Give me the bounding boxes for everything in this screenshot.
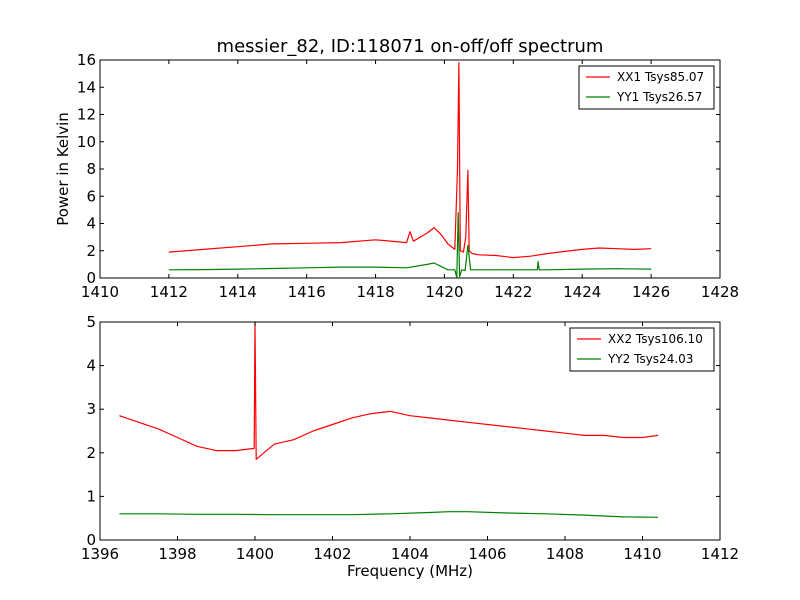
x-tick-label: 1398 [158,545,196,563]
y-tick-label: 0 [86,531,96,549]
plot-area: 1396 1398 1400 1402 1404 1406 1408 1410 1412 0 1 2 3… [81,313,739,563]
y-tick-label: 6 [86,187,96,205]
legend: XX2 Tsys106.10 YY2 Tsys24.03 [569,327,715,372]
x-tick-label: 1416 [288,283,326,301]
x-tick-label: 1426 [632,283,670,301]
y-tick-label: 10 [77,133,96,151]
y-tick-label: 2 [86,444,96,462]
series-line-2 [119,511,659,518]
x-tick-label: 1420 [425,283,463,301]
y-tick-label: 4 [86,215,96,233]
y-tick-label: 4 [86,357,96,375]
top-spectrum-chart: messier_82, ID:118071 on-off/off spectru… [54,36,739,301]
legend-label: XX2 Tsys106.10 [608,332,703,346]
x-tick-label: 1414 [219,283,257,301]
plot-area: 1410 1412 1414 1416 1418 1420 1422 1424 1426 1428… [77,51,739,301]
legend-box [569,327,715,372]
legend-box [578,65,715,110]
x-tick-label: 1400 [236,545,274,563]
y-tick-label: 2 [86,242,96,260]
x-tick-label: 1418 [356,283,394,301]
legend: XX1 Tsys85.07 YY1 Tsys26.57 [578,65,715,110]
x-tick-label: 1424 [563,283,601,301]
chart-title: messier_82, ID:118071 on-off/off spectru… [217,36,604,57]
x-tick-label: 1406 [468,545,506,563]
y-tick-label: 12 [77,106,96,124]
y-tick-label: 1 [86,487,96,505]
y-tick-label: 8 [86,160,96,178]
legend-label: XX1 Tsys85.07 [617,70,704,84]
y-tick-label: 16 [77,51,96,69]
y-tick-label: 14 [77,78,96,96]
x-tick-label: 1396 [81,545,119,563]
series-line-1 [168,62,652,259]
series-line-1 [119,321,659,460]
x-tick-label: 1404 [391,545,429,563]
y-tick-label: 5 [86,313,96,331]
series-line-2 [168,212,652,278]
x-tick-label: 1412 [150,283,188,301]
x-axis-label: Frequency (MHz) [347,562,473,580]
x-tick-label: 1402 [313,545,351,563]
x-tick-label: 1410 [623,545,661,563]
y-tick-label: 0 [86,269,96,287]
y-tick-label: 3 [86,400,96,418]
y-axis-label: Power in Kelvin [54,112,72,226]
x-tick-label: 1428 [701,283,739,301]
bottom-spectrum-chart: Frequency (MHz) 1396 1398 1400 1402 1404 1406… [81,313,739,580]
x-tick-label: 1408 [546,545,584,563]
x-tick-label: 1410 [81,283,119,301]
x-tick-label: 1412 [701,545,739,563]
legend-label: YY1 Tsys26.57 [616,90,702,104]
x-tick-label: 1422 [494,283,532,301]
legend-label: YY2 Tsys24.03 [607,352,693,366]
